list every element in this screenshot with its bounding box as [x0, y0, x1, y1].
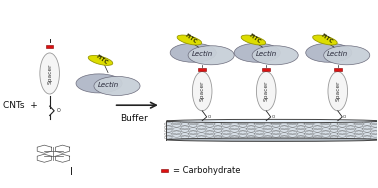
- Ellipse shape: [166, 138, 378, 141]
- Ellipse shape: [166, 119, 378, 123]
- Text: Spacer: Spacer: [47, 63, 52, 84]
- Text: O: O: [271, 115, 275, 119]
- Text: CNTs  +: CNTs +: [3, 101, 37, 110]
- Ellipse shape: [252, 46, 298, 65]
- Ellipse shape: [192, 72, 212, 111]
- Text: Buffer: Buffer: [121, 114, 148, 123]
- Text: Spacer: Spacer: [264, 81, 269, 102]
- Text: Lectin: Lectin: [256, 51, 277, 57]
- Ellipse shape: [256, 72, 276, 111]
- Ellipse shape: [324, 46, 370, 65]
- Ellipse shape: [188, 46, 234, 65]
- Ellipse shape: [88, 55, 113, 65]
- Bar: [262, 67, 270, 71]
- Text: I: I: [70, 167, 73, 177]
- Bar: [46, 45, 53, 48]
- Ellipse shape: [76, 74, 122, 93]
- Text: FITC: FITC: [184, 33, 198, 45]
- Text: O: O: [208, 115, 211, 119]
- Text: FITC: FITC: [248, 33, 262, 45]
- Bar: [334, 67, 342, 71]
- Ellipse shape: [241, 35, 266, 45]
- Bar: [198, 67, 206, 71]
- Ellipse shape: [306, 43, 352, 62]
- Text: Lectin: Lectin: [98, 82, 119, 88]
- Bar: [166, 121, 378, 140]
- Text: Lectin: Lectin: [327, 51, 349, 57]
- Text: FITC: FITC: [320, 33, 334, 45]
- Text: FITC: FITC: [95, 53, 109, 65]
- Text: = Carbohydrate: = Carbohydrate: [173, 166, 240, 175]
- Ellipse shape: [234, 43, 280, 62]
- Ellipse shape: [177, 35, 201, 45]
- Bar: [161, 169, 168, 172]
- Text: O: O: [343, 115, 346, 119]
- Ellipse shape: [94, 76, 140, 96]
- Ellipse shape: [328, 72, 347, 111]
- Text: Lectin: Lectin: [192, 51, 213, 57]
- Text: O: O: [56, 108, 60, 113]
- Ellipse shape: [40, 53, 59, 94]
- Ellipse shape: [170, 43, 216, 62]
- Text: Spacer: Spacer: [335, 81, 340, 102]
- Ellipse shape: [313, 35, 337, 45]
- Text: Spacer: Spacer: [200, 81, 204, 102]
